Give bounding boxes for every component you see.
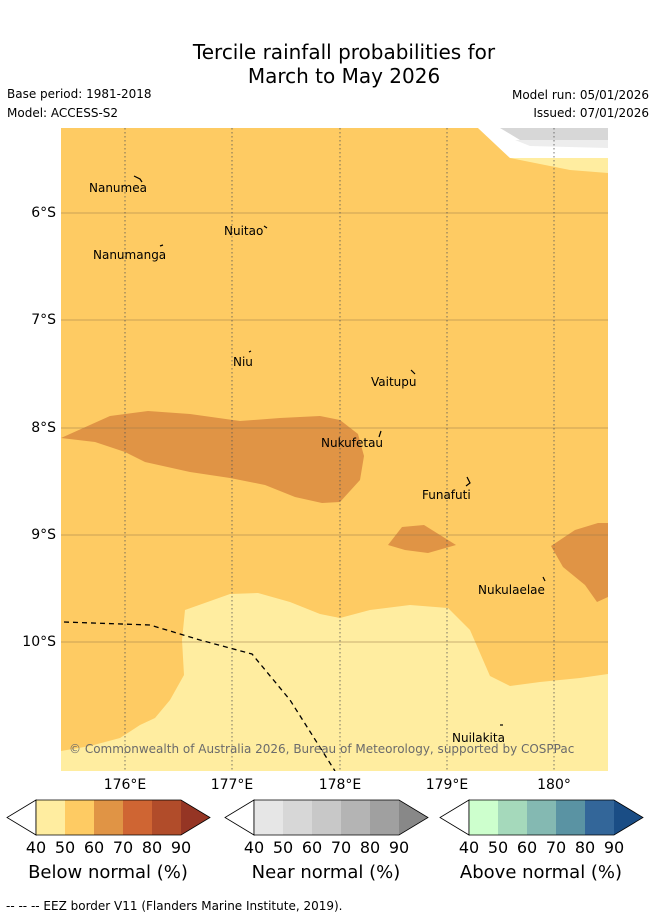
eez-border (63, 621, 336, 771)
near-tick-60: 60 (301, 838, 323, 857)
lon-label-177e: 177°E (210, 777, 254, 793)
colorbar-swatch (585, 800, 614, 835)
colorbar-swatch (36, 800, 65, 835)
colorbar-swatch (94, 800, 123, 835)
colorbar-outline (253, 799, 429, 836)
base-period: Base period: 1981-2018 (7, 87, 152, 101)
below-tick-80: 80 (141, 838, 163, 857)
near-normal-region-ne (500, 128, 608, 140)
below-normal-label: Below normal (%) (28, 862, 188, 883)
model-name: Model: ACCESS-S2 (7, 106, 119, 120)
title-line-1: Tercile rainfall probabilities for (192, 40, 496, 64)
map-title: Tercile rainfall probabilities for March… (0, 40, 655, 88)
colorbar-arrow-low (224, 799, 255, 836)
above-tick-70: 70 (545, 838, 567, 857)
colorbar-arrow-high (399, 800, 428, 835)
colorbar-swatch (370, 800, 399, 835)
place-nukulaelae: Nukulaelae (478, 583, 545, 597)
lon-label-178e: 178°E (318, 777, 362, 793)
lat-label-8s: 8°S (31, 420, 56, 436)
place-nuitao: Nuitao (224, 224, 264, 238)
above-tick-60: 60 (516, 838, 538, 857)
near-tick-40: 40 (243, 838, 265, 857)
colorbar-outline (35, 799, 211, 836)
below-40-region-south (61, 593, 608, 771)
colorbar-swatch (283, 800, 312, 835)
colorbar-outline (468, 799, 644, 836)
above-tick-40: 40 (458, 838, 480, 857)
colorbar-arrow-high (614, 800, 643, 835)
above-tick-80: 80 (574, 838, 596, 857)
island-outlines (133, 175, 546, 726)
colorbar-arrow-low (6, 799, 37, 836)
place-nanumanga: Nanumanga (93, 248, 167, 262)
near-normal-label: Near normal (%) (251, 862, 401, 883)
colorbar-near-normal (224, 799, 429, 836)
lat-label-10s: 10°S (22, 634, 56, 650)
below-tick-60: 60 (83, 838, 105, 857)
near-normal-light-ne (515, 140, 608, 148)
title-line-2: March to May 2026 (247, 64, 441, 88)
place-funafuti: Funafuti (422, 488, 471, 502)
below-tick-70: 70 (112, 838, 134, 857)
colorbar-swatch (152, 800, 181, 835)
below-tick-50: 50 (54, 838, 76, 857)
near-tick-90: 90 (388, 838, 410, 857)
place-nuilakita: Nuilakita (452, 731, 505, 745)
lon-label-176e: 176°E (103, 777, 147, 793)
colorbar-swatch (123, 800, 152, 835)
lat-label-6s: 6°S (31, 205, 56, 221)
colorbar-swatch (312, 800, 341, 835)
model-run: Model run: 05/01/2026 (511, 88, 649, 102)
colorbar-arrow-low (439, 799, 470, 836)
colorbar-swatch (527, 800, 556, 835)
copyright-notice: © Commonwealth of Australia 2026, Bureau… (69, 742, 575, 756)
near-tick-80: 80 (359, 838, 381, 857)
below-60-region-small (388, 525, 456, 553)
map-area (61, 128, 608, 771)
lon-label-180: 180° (537, 777, 571, 793)
above-normal-label: Above normal (%) (459, 862, 623, 883)
latitude-gridlines (61, 212, 608, 643)
place-nanumea: Nanumea (89, 181, 147, 195)
place-nukufetau: Nukufetau (321, 436, 384, 450)
colorbar-swatch (469, 800, 498, 835)
lat-label-7s: 7°S (31, 312, 56, 328)
colorbar-below-normal (6, 799, 211, 836)
place-vaitupu: Vaitupu (371, 375, 417, 389)
colorbar-swatch (556, 800, 585, 835)
colorbar-swatch (65, 800, 94, 835)
longitude-gridlines (124, 128, 555, 771)
place-niu: Niu (233, 355, 253, 369)
colorbar-arrow-high (181, 800, 210, 835)
below-60-region-east (551, 523, 608, 602)
eez-legend: -- -- -- EEZ border V11 (Flanders Marine… (6, 899, 343, 913)
below-60-region-central (61, 411, 364, 503)
below-tick-90: 90 (170, 838, 192, 857)
colorbar-swatch (341, 800, 370, 835)
lat-label-9s: 9°S (31, 527, 56, 543)
issued-date: Issued: 07/01/2026 (533, 106, 649, 120)
colorbar-swatch (498, 800, 527, 835)
colorbar-swatch (254, 800, 283, 835)
above-tick-90: 90 (603, 838, 625, 857)
near-tick-50: 50 (272, 838, 294, 857)
lon-label-179e: 179°E (425, 777, 469, 793)
near-tick-70: 70 (330, 838, 352, 857)
below-tick-40: 40 (25, 838, 47, 857)
colorbar-above-normal (439, 799, 644, 836)
above-tick-50: 50 (487, 838, 509, 857)
